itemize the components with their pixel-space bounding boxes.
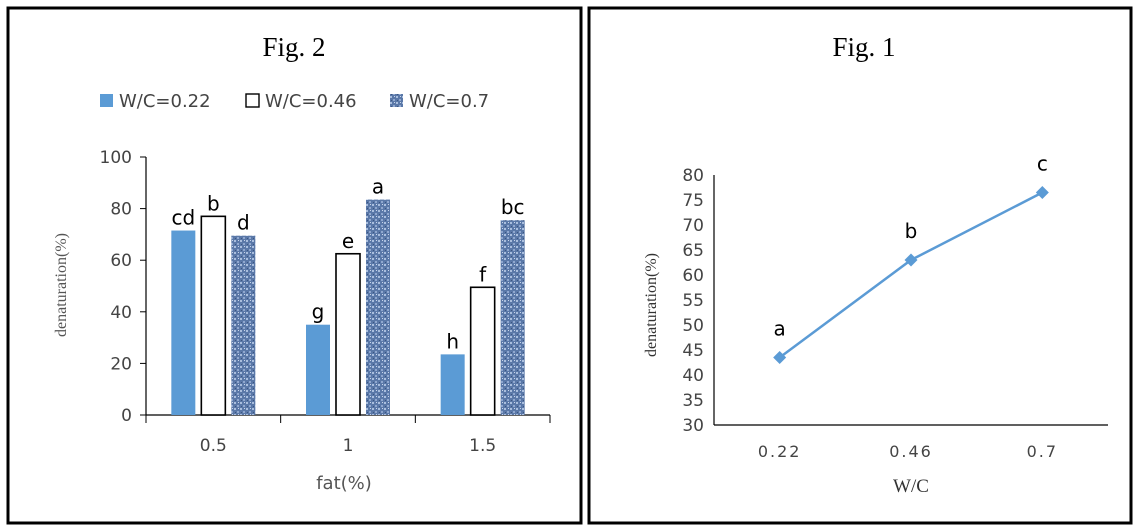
point-significance-label: c bbox=[1037, 152, 1048, 176]
bar-labels: cd g h b e f d a bc bbox=[171, 175, 524, 354]
y-tick-label: 60 bbox=[110, 251, 132, 271]
bar-significance-label: a bbox=[372, 175, 384, 199]
y-tick-label: 35 bbox=[682, 391, 704, 411]
bars bbox=[171, 199, 525, 416]
chart-title: Fig. 1 bbox=[832, 32, 895, 62]
legend-label: W/C=0.46 bbox=[265, 91, 357, 112]
y-axis-ticks: 30 35 40 45 50 55 60 65 70 75 80 bbox=[682, 166, 704, 436]
y-tick-label: 80 bbox=[110, 200, 132, 220]
y-tick-label: 20 bbox=[110, 354, 132, 374]
x-axis-ticks: 0.22 0.46 0.7 bbox=[758, 442, 1058, 461]
bar-w-c-0-7-1 bbox=[366, 199, 390, 415]
bar-w-c-0-46-1 bbox=[335, 252, 361, 416]
bar-significance-label: g bbox=[312, 300, 325, 324]
legend-swatch bbox=[245, 93, 260, 108]
y-tick-label: 40 bbox=[682, 366, 704, 386]
chart-title: Fig. 2 bbox=[262, 32, 325, 62]
x-tick-label: 1 bbox=[343, 436, 354, 456]
bar-significance-label: b bbox=[207, 191, 220, 215]
x-tick-label: 0.5 bbox=[200, 436, 227, 456]
y-tick-label: 100 bbox=[100, 148, 132, 168]
point-significance-label: b bbox=[905, 219, 918, 243]
data-point-marker bbox=[773, 351, 787, 364]
bar-w-c-0-22-1-5 bbox=[440, 354, 465, 415]
bar-w-c-0-46-0-5 bbox=[200, 215, 227, 416]
bar-w-c-0-7-0-5 bbox=[231, 235, 256, 415]
x-tick-label: 1.5 bbox=[469, 436, 496, 456]
x-axis-ticks: 0.5 1 1.5 bbox=[145, 415, 551, 456]
bar-chart-panel: Fig. 2 W/C=0.22 W/C=0.46 W/C=0.7 0 20 40 60 80… bbox=[6, 6, 583, 525]
x-axis-title: W/C bbox=[893, 476, 929, 497]
y-axis-title: denaturation(%) bbox=[643, 253, 660, 357]
bar-significance-label: d bbox=[237, 211, 250, 235]
y-tick-label: 65 bbox=[682, 241, 704, 261]
bar-significance-label: e bbox=[342, 229, 354, 253]
right-panel-border bbox=[587, 6, 1133, 525]
bar-w-c-0-46-1-5 bbox=[469, 286, 496, 416]
data-point-marker bbox=[1035, 186, 1049, 199]
bar-w-c-0-22-0-5 bbox=[171, 230, 196, 415]
bar-w-c-0-22-1 bbox=[306, 324, 330, 415]
y-tick-label: 80 bbox=[682, 166, 704, 186]
bar-significance-label: cd bbox=[171, 206, 195, 230]
bar-w-c-0-7-1-5 bbox=[500, 220, 525, 415]
y-tick-label: 70 bbox=[682, 216, 704, 236]
y-tick-label: 60 bbox=[682, 266, 704, 286]
y-tick-label: 0 bbox=[121, 406, 132, 426]
bar-significance-label: h bbox=[446, 329, 459, 353]
y-tick-label: 30 bbox=[682, 416, 704, 436]
bar-significance-label: f bbox=[479, 262, 487, 286]
bar-significance-label: bc bbox=[501, 195, 525, 219]
line-series: a b c bbox=[773, 152, 1049, 364]
legend-swatch bbox=[390, 94, 403, 107]
point-significance-label: a bbox=[774, 317, 786, 341]
legend-label: W/C=0.22 bbox=[119, 91, 211, 112]
x-tick-label: 0.46 bbox=[889, 442, 933, 461]
x-axis-title: fat(%) bbox=[316, 473, 372, 494]
y-tick-label: 55 bbox=[682, 291, 704, 311]
data-point-marker bbox=[904, 253, 918, 267]
x-tick-label: 0.22 bbox=[758, 442, 802, 461]
y-tick-label: 75 bbox=[682, 191, 704, 211]
y-tick-label: 40 bbox=[110, 303, 132, 323]
legend-label: W/C=0.7 bbox=[409, 91, 489, 112]
left-panel-border bbox=[6, 6, 583, 525]
y-tick-label: 50 bbox=[682, 316, 704, 336]
y-axis-title: denaturation(%) bbox=[53, 233, 70, 337]
y-axis-ticks: 0 20 40 60 80 100 bbox=[100, 148, 146, 426]
x-tick-label: 0.7 bbox=[1027, 442, 1058, 461]
legend-swatch bbox=[100, 94, 113, 107]
legend: W/C=0.22 W/C=0.46 W/C=0.7 bbox=[100, 91, 489, 112]
y-tick-label: 45 bbox=[682, 341, 704, 361]
